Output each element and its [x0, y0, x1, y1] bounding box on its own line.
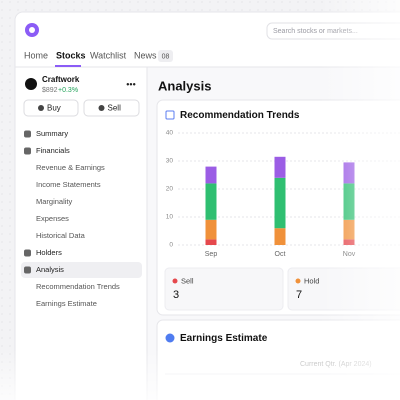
search-placeholder: Search stocks or markets... — [273, 28, 358, 35]
earnings-icon — [165, 333, 175, 343]
menu-subitem[interactable]: Marginality — [36, 197, 73, 206]
menu-item[interactable]: Summary — [36, 129, 68, 138]
menu-item[interactable]: Holders — [36, 248, 62, 257]
summary-dot — [172, 278, 178, 284]
action-icon — [38, 105, 44, 111]
action-button[interactable] — [23, 99, 79, 117]
bar-segment — [205, 166, 217, 184]
nav-tab[interactable]: Home — [24, 50, 48, 60]
menu-subitem[interactable]: Expenses — [36, 214, 69, 223]
bar-segment — [274, 177, 286, 229]
bar-segment — [274, 156, 286, 178]
more-menu[interactable]: ••• — [126, 79, 135, 89]
menu-icon — [24, 147, 31, 155]
summary-label: Sell — [181, 276, 194, 285]
y-tick-label: 40 — [166, 130, 174, 137]
menu-subitem[interactable]: Historical Data — [36, 231, 86, 240]
menu-icon — [24, 130, 31, 138]
company-name: Craftwork — [42, 75, 80, 84]
nav-tab[interactable]: Watchlist — [90, 50, 127, 60]
summary-value: 7 — [296, 289, 302, 301]
action-label: Sell — [108, 104, 122, 113]
news-badge-bg — [158, 50, 173, 62]
right-fade — [320, 0, 400, 400]
y-tick-label: 0 — [169, 242, 173, 249]
menu-icon — [24, 266, 31, 274]
nav-tab[interactable]: News — [134, 50, 157, 60]
action-button[interactable] — [83, 99, 140, 117]
summary-value: 3 — [173, 289, 179, 301]
earnings-title: Earnings Estimate — [180, 333, 268, 344]
bar-segment — [205, 239, 217, 245]
summary-box — [164, 267, 284, 311]
menu-item[interactable]: Financials — [36, 146, 70, 155]
action-icon — [98, 105, 105, 111]
menu-subitem[interactable]: Revenue & Earnings — [36, 163, 105, 172]
bar-segment — [205, 183, 217, 220]
menu-item[interactable]: Analysis — [36, 265, 64, 274]
summary-dot — [295, 278, 301, 284]
app-logo-inner — [29, 27, 35, 33]
company-price: $892 — [42, 87, 58, 94]
news-badge: 08 — [162, 53, 170, 60]
bar-segment — [205, 219, 217, 240]
active-menu-bg — [21, 262, 142, 278]
company-change: +0.3% — [58, 87, 78, 94]
nav-tab[interactable]: Stocks — [56, 50, 86, 60]
x-tick-label: Oct — [275, 251, 286, 258]
menu-subitem[interactable]: Recommendation Trends — [36, 282, 120, 291]
y-tick-label: 20 — [166, 186, 174, 193]
menu-subitem[interactable]: Earnings Estimate — [36, 299, 97, 308]
y-tick-label: 30 — [166, 158, 174, 165]
y-tick-label: 10 — [166, 214, 174, 221]
action-label: Buy — [47, 104, 61, 113]
menu-subitem[interactable]: Income Statements — [36, 180, 101, 189]
bar-segment — [274, 228, 286, 245]
menu-icon — [24, 249, 31, 257]
chart-title: Recommendation Trends — [180, 110, 300, 121]
page-heading: Analysis — [158, 78, 211, 93]
company-logo — [25, 78, 37, 90]
active-tab-underline — [55, 65, 81, 67]
x-tick-label: Sep — [205, 251, 218, 258]
summary-label: Hold — [304, 276, 319, 285]
bottom-fade — [0, 350, 400, 400]
trends-icon — [165, 110, 175, 120]
